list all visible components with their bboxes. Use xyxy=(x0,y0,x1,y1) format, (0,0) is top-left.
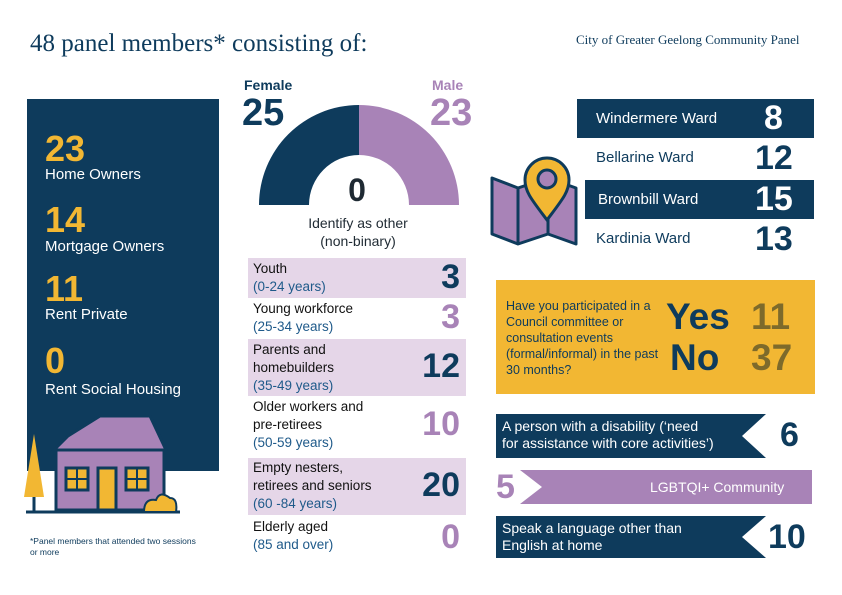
language-banner xyxy=(496,516,766,558)
age-young-workforce-value: 3 xyxy=(441,298,460,336)
participation-question: Have you participated in a Council commi… xyxy=(506,299,659,377)
participation-box: Have you participated in a Council commi… xyxy=(496,280,815,394)
map-pin-icon xyxy=(490,156,578,246)
language-label-line2: English at home xyxy=(502,537,603,553)
age-elderly-value: 0 xyxy=(441,518,460,556)
no-value: 37 xyxy=(751,337,793,378)
age-row-elderly: Elderly aged (85 and over) 0 xyxy=(248,518,466,558)
age-parents-label-1: Parents and xyxy=(253,342,326,357)
age-youth-value: 3 xyxy=(441,258,460,296)
age-parents-label-2: homebuilders xyxy=(253,360,335,375)
age-youth-years: (0-24 years) xyxy=(253,279,326,294)
rent-private-value: 11 xyxy=(45,268,84,309)
age-empty-nesters-label-2: retirees and seniors xyxy=(253,478,372,493)
rent-social-value: 0 xyxy=(45,340,66,381)
ward-bellarine-name: Bellarine Ward xyxy=(596,149,694,166)
age-row-parents: Parents and homebuilders (35-49 years) 1… xyxy=(248,339,466,396)
age-row-older-workers: Older workers and pre-retirees (50-59 ye… xyxy=(248,397,466,454)
female-label: Female xyxy=(244,77,293,93)
footnote: *Panel members that attended two session… xyxy=(30,536,196,557)
age-empty-nesters-label-1: Empty nesters, xyxy=(253,460,344,475)
home-owners-label: Home Owners xyxy=(45,166,141,183)
language-value: 10 xyxy=(768,518,806,556)
lgbtqi-value: 5 xyxy=(496,468,515,506)
other-gender-label-line1: Identify as other xyxy=(308,215,408,231)
age-elderly-years: (85 and over) xyxy=(253,537,334,552)
page-title: 48 panel members* consisting of: xyxy=(30,30,368,57)
age-row-empty-nesters: Empty nesters, retirees and seniors (60 … xyxy=(248,458,466,515)
yes-value: 11 xyxy=(751,296,791,337)
rent-social-label: Rent Social Housing xyxy=(45,381,181,398)
age-row-young-workforce: Young workforce (25-34 years) 3 xyxy=(248,298,466,338)
ward-bellarine-value: 12 xyxy=(755,139,793,177)
gender-half-donut xyxy=(259,105,459,205)
male-arc xyxy=(359,105,459,205)
disability-banner xyxy=(496,414,766,458)
age-row-youth: Youth (0-24 years) 3 xyxy=(248,258,466,298)
ward-kardinia-value: 13 xyxy=(755,220,793,258)
female-value: 25 xyxy=(242,92,285,134)
organisation-name: City of Greater Geelong Community Panel xyxy=(576,32,800,47)
other-gender-label: Identify as other (non-binary) xyxy=(280,214,436,250)
house-icon xyxy=(24,414,180,514)
other-gender-value: 0 xyxy=(348,172,366,208)
male-value: 23 xyxy=(430,92,473,134)
age-young-workforce-years: (25-34 years) xyxy=(253,319,334,334)
ward-row-windermere xyxy=(577,99,814,138)
lgbtqi-banner xyxy=(520,470,812,504)
mortgage-owners-label: Mortgage Owners xyxy=(45,238,165,255)
mortgage-owners-value: 14 xyxy=(45,199,86,240)
no-label: No xyxy=(670,337,720,378)
rent-private-label: Rent Private xyxy=(45,306,128,323)
age-empty-nesters-value: 20 xyxy=(422,466,460,504)
ward-windermere-name: Windermere Ward xyxy=(596,110,718,127)
female-arc xyxy=(259,105,359,205)
disability-label: A person with a disability (‘need for as… xyxy=(502,418,714,452)
disability-label-line2: for assistance with core activities’) xyxy=(502,435,714,451)
housing-panel: 23 Home Owners 14 Mortgage Owners 11 Ren… xyxy=(27,99,219,471)
language-label: Speak a language other than English at h… xyxy=(502,520,682,554)
male-label: Male xyxy=(432,77,464,93)
age-parents-value: 12 xyxy=(422,347,460,385)
ward-windermere-value: 8 xyxy=(764,99,783,137)
disability-label-line1: A person with a disability (‘need xyxy=(502,418,699,434)
ward-brownbill-value: 15 xyxy=(755,180,793,218)
ward-brownbill-name: Brownbill Ward xyxy=(598,191,699,208)
age-older-workers-value: 10 xyxy=(422,405,460,443)
age-elderly-label: Elderly aged xyxy=(253,519,329,534)
ward-row-brownbill xyxy=(585,180,814,219)
age-older-workers-label-1: Older workers and xyxy=(253,399,364,414)
age-youth-label: Youth xyxy=(253,261,288,276)
lgbtqi-label: LGBTQI+ Community xyxy=(650,479,785,495)
yes-label: Yes xyxy=(666,296,730,337)
disability-value: 6 xyxy=(780,416,799,454)
ward-kardinia-name: Kardinia Ward xyxy=(596,230,691,247)
age-older-workers-label-2: pre-retirees xyxy=(253,417,323,432)
other-gender-label-line2: (non-binary) xyxy=(320,233,396,249)
age-older-workers-years: (50-59 years) xyxy=(253,435,334,450)
age-young-workforce-label: Young workforce xyxy=(253,301,354,316)
home-owners-value: 23 xyxy=(45,128,86,169)
age-empty-nesters-years: (60 -84 years) xyxy=(253,496,338,511)
language-label-line1: Speak a language other than xyxy=(502,520,682,536)
age-parents-years: (35-49 years) xyxy=(253,378,334,393)
